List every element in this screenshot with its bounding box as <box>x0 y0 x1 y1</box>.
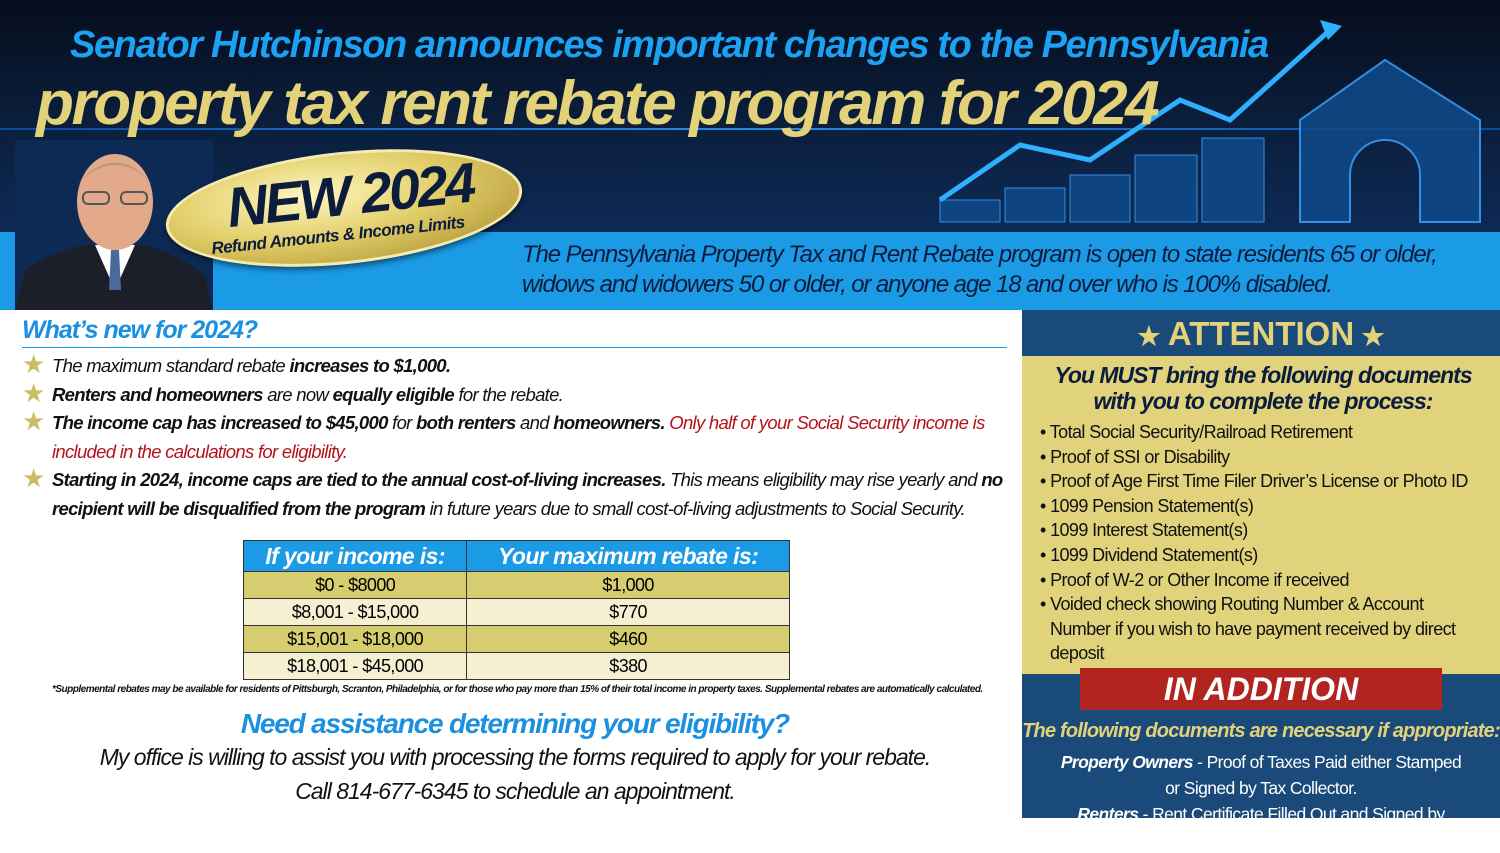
whats-new-heading: What’s new for 2024? <box>22 316 1007 348</box>
footnote: *Supplemental rebates may be available f… <box>52 684 983 695</box>
whats-new-list: ★ The maximum standard rebate increases t… <box>22 349 1012 523</box>
document-text: 1099 Pension Statement(s) <box>1050 495 1254 516</box>
rebate-cell: $460 <box>466 625 790 653</box>
bullet-icon: • <box>1040 446 1051 467</box>
table-row: $0 - $8000 $1,000 <box>242 571 790 599</box>
document-item: • 1099 Interest Statement(s) <box>1040 518 1486 543</box>
document-text: Proof of W-2 or Other Income if received <box>1050 569 1349 590</box>
document-item: • Voided check showing Routing Number & … <box>1040 592 1486 666</box>
in-addition-banner: IN ADDITION <box>1080 667 1442 710</box>
owners-label: Property Owners <box>1060 751 1194 772</box>
bullet-icon: • <box>1040 495 1051 516</box>
document-text: Total Social Security/Railroad Retiremen… <box>1049 422 1353 442</box>
attention-heading: ★ ATTENTION ★ <box>1022 310 1500 356</box>
income-cell: $0 - $8000 <box>242 571 468 599</box>
bullet-text: This means eligibility may rise yearly a… <box>665 469 982 490</box>
document-item: • Total Social Security/Railroad Retirem… <box>1040 420 1486 445</box>
intro-text: The Pennsylvania Property Tax and Rent R… <box>522 241 1438 298</box>
bullet-text: The maximum standard rebate <box>52 355 290 376</box>
bullet-icon: • <box>1040 471 1051 492</box>
rising-chart-house-graphic <box>938 20 1481 223</box>
title-line-1: Senator Hutchinson announces important c… <box>70 24 1269 66</box>
document-text: Voided check showing Routing Number & Ac… <box>1050 594 1456 664</box>
bullet-text: equally eligible <box>332 383 455 405</box>
bullet-icon: • <box>1040 569 1051 590</box>
attention-panel: ★ ATTENTION ★ You MUST bring the followi… <box>1022 310 1500 850</box>
list-item: ★ Starting in 2024, income caps are tied … <box>22 463 1012 523</box>
documents-list: • Total Social Security/Railroad Retirem… <box>1040 420 1486 666</box>
required-documents: You MUST bring the following documents w… <box>1022 356 1500 674</box>
column-header-income: If your income is: <box>242 540 468 572</box>
income-cell: $8,001 - $15,000 <box>242 598 468 626</box>
owners-requirement: - Proof of Taxes Paid either Stamped or … <box>1165 751 1462 798</box>
whats-new-section: What’s new for 2024? ★ The maximum standa… <box>22 316 1012 523</box>
bullet-text: and <box>515 412 554 433</box>
renters-requirement: - Rent Certificate Filled Out and Signed… <box>1138 803 1446 850</box>
income-cell: $18,001 - $45,000 <box>242 652 468 680</box>
list-item: ★ The maximum standard rebate increases t… <box>22 349 1012 381</box>
document-text: Proof of SSI or Disability <box>1050 446 1230 467</box>
table-row: $8,001 - $15,000 $770 <box>242 598 790 626</box>
phone-text: Call 814-677-6345 to schedule an appoint… <box>295 778 736 804</box>
star-icon: ★ <box>22 406 45 436</box>
bullet-text: for <box>387 412 417 433</box>
table-row: $18,001 - $45,000 $380 <box>242 652 790 680</box>
bullet-text: The income cap has increased to $45,000 <box>52 412 388 433</box>
star-icon: ★ <box>22 377 45 408</box>
star-icon: ★ <box>22 349 45 379</box>
must-bring-text: You MUST bring the following documents w… <box>1054 362 1472 414</box>
table-row: $15,001 - $18,000 $460 <box>242 625 790 653</box>
document-text: Proof of Age First Time Filer Driver’s L… <box>1050 471 1468 492</box>
rebate-cell: $770 <box>466 598 790 626</box>
bullet-text: increases to $1,000. <box>289 355 451 376</box>
bullet-icon: • <box>1040 520 1051 541</box>
attention-title: ATTENTION <box>1167 315 1355 352</box>
star-icon: ★ <box>1354 321 1385 351</box>
list-item: ★ The income cap has increased to $45,000… <box>22 406 1012 466</box>
bullet-text: Starting in 2024, income caps are tied t… <box>52 469 666 490</box>
additional-docs-heading: The following documents are necessary if… <box>1022 719 1500 742</box>
bullet-text: Renters and homeowners <box>52 383 263 405</box>
bullet-text: no recipient will be disqualified from t… <box>52 469 1003 519</box>
property-owners-text: Property Owners - Proof of Taxes Paid ei… <box>1022 749 1500 801</box>
rebate-cell: $1,000 <box>466 571 790 599</box>
document-item: • Proof of Age First Time Filer Driver’s… <box>1040 469 1486 494</box>
star-icon: ★ <box>22 463 45 493</box>
bullet-text: both renters <box>416 412 516 433</box>
rebate-cell: $380 <box>466 652 790 680</box>
bullet-text: homeowners. <box>553 412 665 433</box>
bullet-text: Only half of your Social Security income… <box>52 412 985 462</box>
renters-text: Renters - Rent Certificate Filled Out an… <box>1022 801 1500 853</box>
bullet-text: in future years due to small cost-of-liv… <box>425 497 966 519</box>
column-header-rebate: Your maximum rebate is: <box>466 540 790 572</box>
assistance-heading: Need assistance determining your eligibi… <box>240 708 790 739</box>
document-item: • Proof of SSI or Disability <box>1040 445 1486 470</box>
bullet-icon: • <box>1040 594 1051 615</box>
divider <box>0 128 1500 130</box>
bullet-icon: • <box>1040 544 1051 565</box>
document-item: • 1099 Pension Statement(s) <box>1040 494 1486 519</box>
bullet-icon: • <box>1040 422 1050 442</box>
renters-label: Renters <box>1077 803 1139 824</box>
document-text: 1099 Dividend Statement(s) <box>1050 544 1258 565</box>
title-line-2: property tax rent rebate program for 202… <box>36 69 1160 138</box>
document-item: • 1099 Dividend Statement(s) <box>1040 543 1486 568</box>
assistance-text: My office is willing to assist you with … <box>99 744 932 770</box>
document-text: 1099 Interest Statement(s) <box>1050 520 1248 541</box>
bullet-text: are now <box>262 383 333 405</box>
list-item: ★ Renters and homeowners are now equally … <box>22 377 1012 410</box>
bullet-text: for the rebate. <box>454 383 564 405</box>
document-item: • Proof of W-2 or Other Income if receiv… <box>1040 568 1486 593</box>
income-cell: $15,001 - $18,000 <box>242 625 468 653</box>
star-icon: ★ <box>1137 321 1168 351</box>
rebate-table: If your income is: Your maximum rebate i… <box>242 540 790 680</box>
